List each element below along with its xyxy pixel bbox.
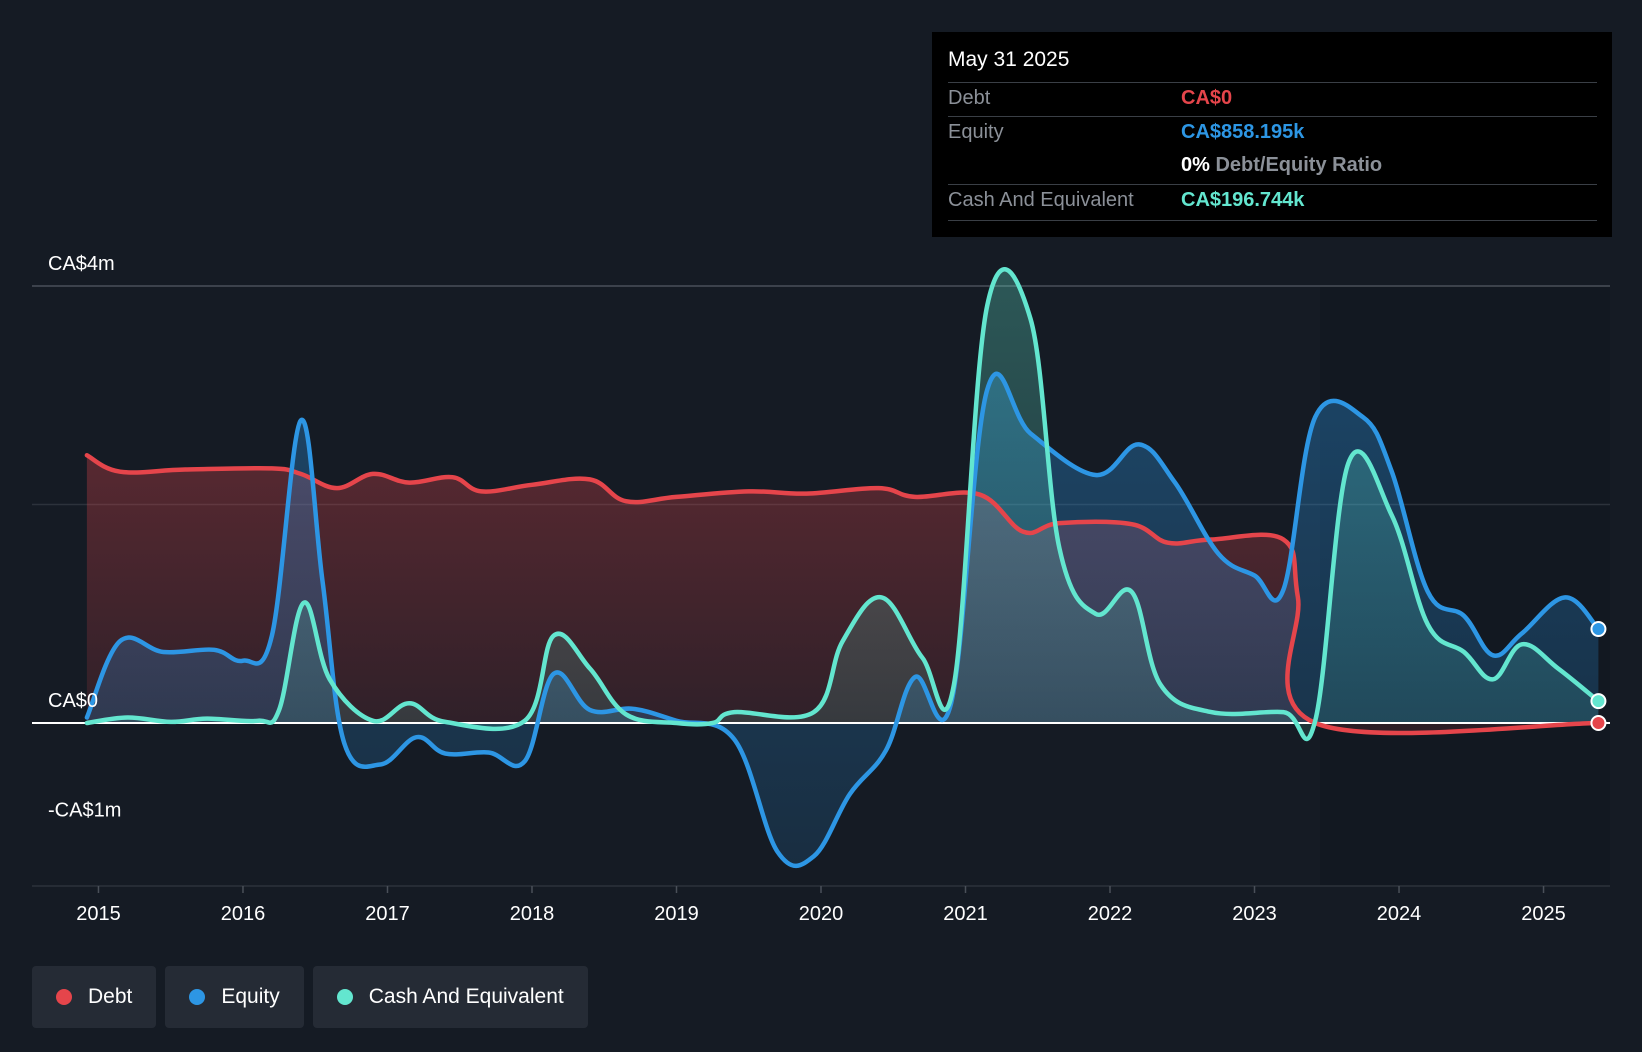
legend-item-equity[interactable]: Equity [165, 966, 304, 1028]
y-axis-labels: CA$4m CA$0 -CA$1m [48, 253, 121, 821]
y-tick-label: -CA$1m [48, 799, 121, 821]
x-axis-labels: 2015 2016 2017 2018 2019 2020 2021 2022 2023 2024… [76, 886, 1566, 925]
x-tick-label: 2024 [1377, 903, 1422, 925]
legend-item-cash[interactable]: Cash And Equivalent [312, 966, 588, 1028]
series-lines [84, 267, 1601, 869]
cash-dot-icon [336, 989, 353, 1005]
tooltip-date: May 31 2025 [948, 48, 1070, 71]
x-tick-label: 2022 [1088, 903, 1133, 925]
tooltip-cash-label: Cash And Equivalent [948, 189, 1134, 211]
equity-line [84, 371, 1601, 869]
tooltip-debt-label: Debt [948, 87, 991, 109]
legend-debt-label: Debt [88, 985, 133, 1008]
debt-dot-icon [56, 989, 72, 1005]
x-tick-label: 2018 [510, 903, 555, 925]
tooltip-equity-label: Equity [948, 121, 1004, 143]
cash-line [84, 267, 1601, 742]
equity-end-point [1590, 621, 1607, 638]
tooltip-divider [948, 220, 1597, 221]
x-tick-label: 2020 [799, 903, 844, 925]
y-tick-label: CA$0 [48, 690, 98, 712]
y-tick-label: CA$4m [48, 253, 115, 275]
x-tick-label: 2015 [76, 903, 121, 925]
tooltip-cash-value: CA$196.744k [1181, 189, 1305, 211]
debt-end-point [1590, 715, 1607, 731]
tooltip-row-debt: Debt CA$0 [948, 82, 1597, 117]
tooltip-row-cash: Cash And Equivalent CA$196.744k [948, 184, 1597, 219]
x-tick-label: 2019 [654, 903, 699, 925]
x-tick-label: 2023 [1232, 903, 1277, 925]
x-tick-label: 2017 [365, 903, 410, 925]
legend-cash-label: Cash And Equivalent [368, 985, 564, 1008]
tooltip-ratio: 0% Debt/Equity Ratio [1181, 154, 1382, 177]
tooltip-ratio-value: 0% [1181, 154, 1210, 176]
tooltip-debt-value: CA$0 [1181, 87, 1233, 109]
equity-area [86, 373, 1599, 866]
end-markers [1590, 621, 1607, 731]
legend-item-debt[interactable]: Debt [32, 966, 157, 1028]
x-tick-label: 2016 [221, 903, 266, 925]
legend: Debt Equity Cash And Equivalent [32, 966, 588, 1028]
tooltip-row-ratio: 0% Debt/Equity Ratio [948, 150, 1597, 184]
x-tick-label: 2021 [943, 903, 988, 925]
cash-end-point [1590, 693, 1607, 710]
tooltip-panel: May 31 2025 Debt CA$0 Equity CA$858.195k… [932, 32, 1612, 237]
equity-dot-icon [189, 989, 206, 1005]
x-tick-label: 2025 [1521, 903, 1566, 925]
tooltip-equity-value: CA$858.195k [1181, 121, 1305, 143]
debt-line [84, 453, 1601, 736]
tooltip-row-equity: Equity CA$858.195k [948, 116, 1597, 151]
legend-equity-label: Equity [221, 985, 280, 1008]
tooltip-ratio-label: Debt/Equity Ratio [1215, 154, 1383, 176]
